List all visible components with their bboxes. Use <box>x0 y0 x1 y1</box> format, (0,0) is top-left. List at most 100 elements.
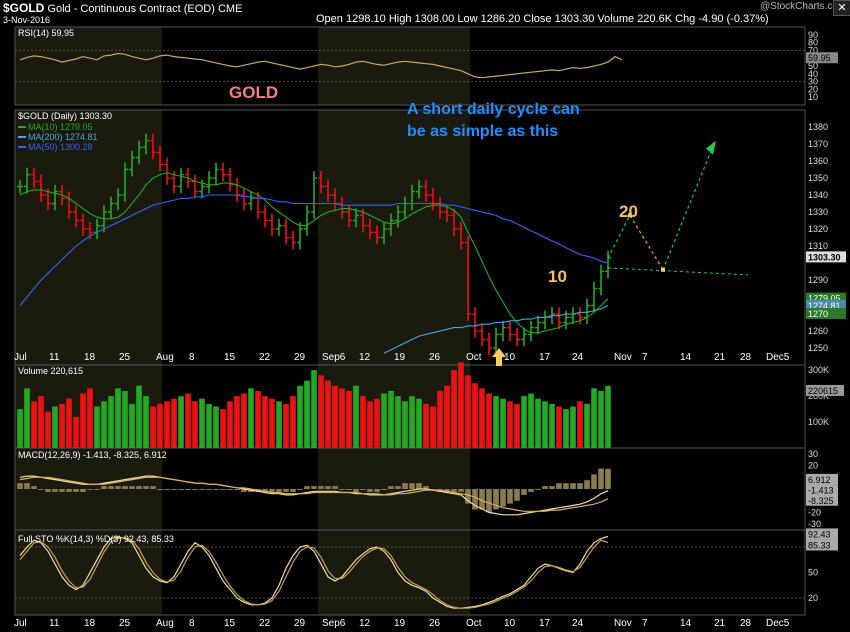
volume-title: Volume 220,615 <box>18 366 83 376</box>
volume-bar <box>479 388 485 448</box>
panel-frame <box>14 26 806 106</box>
panel-band <box>470 110 625 365</box>
price-bar <box>283 218 289 245</box>
sto-value-label: 85.33 <box>808 540 831 550</box>
volume-value: 220.6K <box>637 13 673 25</box>
macd-tick-label: 20 <box>808 461 818 471</box>
price-bar <box>290 230 296 250</box>
volume-bar <box>276 401 282 448</box>
x-tick-label: 22 <box>259 352 271 363</box>
volume-bar <box>535 398 541 448</box>
macd-histogram-bar <box>423 486 429 489</box>
price-bar <box>143 133 149 155</box>
x-tick-label: 29 <box>294 352 306 363</box>
sto-title: Full STO %K(14,3) %D(3) 92.43, 85.33 <box>18 534 174 544</box>
macd-histogram-bar <box>325 486 331 489</box>
price-tag-label: 1279.05 <box>808 294 841 304</box>
macd-histogram-bar <box>360 489 366 490</box>
price-tick-label: 1370 <box>808 139 828 149</box>
panel-frame <box>14 529 806 616</box>
macd-histogram-bar <box>353 489 359 492</box>
x-tick-label: 8 <box>189 352 195 363</box>
macd-histogram-bar <box>409 483 415 489</box>
macd-histogram-bar <box>241 489 247 492</box>
macd-histogram-bar <box>59 489 65 492</box>
price-bar <box>598 264 604 296</box>
price-bar <box>262 205 268 228</box>
sto-k-line <box>19 535 609 609</box>
macd-histogram-bar <box>31 486 37 489</box>
volume-bar <box>178 396 184 448</box>
volume-bar <box>38 396 44 448</box>
macd-histogram-bar <box>493 489 499 510</box>
volume-bar <box>514 403 520 448</box>
x-tick-label-bottom: 15 <box>224 618 236 629</box>
volume-bar <box>360 396 366 448</box>
volume-bar <box>227 401 233 448</box>
chart-title: $GOLD Gold - Continuous Contract (EOD) C… <box>3 1 242 15</box>
price-bar <box>311 171 317 219</box>
volume-bar <box>332 385 338 448</box>
rsi-tick-label: 90 <box>808 30 818 40</box>
rsi-tick-label: 40 <box>808 69 818 79</box>
macd-histogram-bar <box>276 489 282 492</box>
close-value: 1303.30 <box>554 13 595 25</box>
volume-bar <box>297 385 303 448</box>
chg-value: -4.90 (-0.37%) <box>698 13 769 25</box>
macd-histogram-bar <box>304 486 310 489</box>
rsi-tick-label: 20 <box>808 84 818 94</box>
macd-histogram-bar <box>101 486 107 489</box>
symbol: $GOLD <box>3 1 45 15</box>
x-tick-label-bottom: 19 <box>394 618 406 629</box>
x-tick-label-bottom: 11 <box>49 618 60 629</box>
macd-histogram-bar <box>458 489 464 492</box>
legend-entry: MA(10) 1279.05 <box>28 122 93 132</box>
price-bar <box>304 205 310 236</box>
x-tick-label: Jul <box>14 352 27 363</box>
price-tag-box <box>806 299 846 311</box>
close-icon[interactable]: ✕ <box>833 0 850 16</box>
price-bar <box>395 205 401 228</box>
price-tick-label: 1260 <box>808 326 828 336</box>
x-tick-label-bottom: 18 <box>84 618 96 629</box>
x-tick-label: 24 <box>572 352 584 363</box>
macd-histogram-bar <box>178 489 184 490</box>
x-tick-label-bottom: Nov <box>614 618 632 629</box>
macd-histogram-bar <box>507 489 513 504</box>
volume-bar <box>94 406 100 448</box>
projection-trend-line <box>607 267 749 276</box>
volume-bar <box>129 403 135 448</box>
price-bar <box>423 179 429 202</box>
ma10-line <box>19 172 609 334</box>
price-bar <box>276 218 282 236</box>
cycle-label-20: 20 <box>619 202 638 221</box>
macd-histogram-bar <box>108 486 114 489</box>
volume-tick-label: 100K <box>808 417 829 427</box>
volume-bar <box>136 385 142 448</box>
x-tick-label: 11 <box>49 352 60 363</box>
chart-date: 3-Nov-2016 <box>3 15 51 25</box>
macd-histogram-bar <box>157 489 163 490</box>
volume-bar <box>381 393 387 448</box>
macd-histogram-bar <box>38 489 44 490</box>
projection-arrow-icon <box>706 140 716 155</box>
price-bar <box>556 307 562 330</box>
price-bar <box>416 179 422 199</box>
macd-histogram-bar <box>171 489 177 490</box>
sto-d-line <box>19 536 609 609</box>
volume-bar <box>157 403 163 448</box>
volume-bar <box>115 388 121 448</box>
macd-histogram-bar <box>500 489 506 507</box>
price-bar <box>17 179 23 194</box>
macd-histogram-bar <box>395 486 401 489</box>
macd-histogram-bar <box>129 486 135 489</box>
cycle-label-10: 10 <box>548 267 567 286</box>
volume-bar <box>500 398 506 448</box>
macd-histogram-bar <box>598 468 604 489</box>
macd-histogram-bar <box>591 474 597 489</box>
ma200-line <box>383 305 609 354</box>
volume-bar <box>171 398 177 448</box>
price-tick-label: 1380 <box>808 122 828 132</box>
macd-histogram-bar <box>444 489 450 492</box>
price-tick-label: 1350 <box>808 173 828 183</box>
